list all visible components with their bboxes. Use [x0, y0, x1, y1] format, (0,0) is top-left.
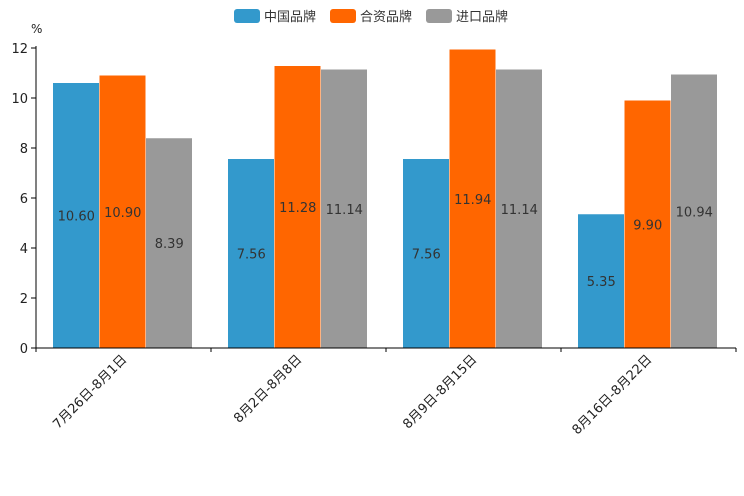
y-axis-unit-label: % [31, 22, 42, 36]
bars: 10.60 10.90 8.39 7.56 11.28 11.14 7.56 11.94 11.… [53, 49, 717, 348]
data-label-3-1: 9.90 [633, 218, 662, 233]
bar-0-2 [146, 138, 192, 348]
legend: 中国品牌 合资品牌 进口品牌 [234, 9, 508, 25]
bar-0-0 [53, 83, 99, 348]
x-tick-label-3: 8月16日-8月22日 [570, 352, 656, 438]
y-axis: 0 2 4 6 8 10 12 [11, 42, 37, 357]
bar-3-2 [671, 74, 717, 348]
x-tick-label-2: 8月9日-8月15日 [400, 352, 480, 432]
y-tick-label-6: 12 [11, 42, 28, 57]
data-label-0-2: 8.39 [155, 237, 184, 252]
x-tick-label-0: 7月26日-8月1日 [50, 352, 130, 432]
data-label-3-0: 5.35 [587, 275, 616, 290]
bar-0-1 [99, 75, 146, 348]
x-axis: 7月26日-8月1日 8月2日-8月8日 8月9日-8月15日 8月16日-8月22日 [35, 347, 737, 438]
y-tick-label-5: 10 [11, 92, 28, 107]
bar-1-1 [274, 66, 321, 348]
data-label-1-1: 11.28 [279, 201, 316, 216]
data-label-2-0: 7.56 [412, 248, 441, 263]
legend-label-2: 进口品牌 [456, 9, 508, 25]
data-label-0-1: 10.90 [104, 206, 141, 221]
data-label-1-2: 11.14 [326, 203, 363, 218]
y-tick-label-3: 6 [20, 192, 28, 207]
y-tick-label-2: 4 [20, 242, 28, 257]
legend-label-1: 合资品牌 [360, 9, 412, 25]
legend-label-0: 中国品牌 [264, 9, 316, 25]
data-label-0-0: 10.60 [58, 210, 95, 225]
y-tick-label-4: 8 [20, 142, 28, 157]
data-label-1-0: 7.56 [237, 248, 266, 263]
y-tick-label-1: 2 [20, 292, 28, 307]
y-tick-label-0: 0 [20, 342, 28, 357]
data-label-2-1: 11.94 [454, 193, 491, 208]
bar-3-1 [624, 100, 671, 348]
x-tick-label-1: 8月2日-8月8日 [231, 352, 305, 426]
bar-2-0 [403, 159, 449, 348]
data-label-2-2: 11.14 [501, 203, 538, 218]
data-label-3-2: 10.94 [676, 205, 713, 220]
bar-2-2 [496, 69, 542, 348]
legend-swatch-2 [426, 9, 452, 23]
legend-swatch-0 [234, 9, 260, 23]
bar-1-2 [321, 69, 367, 348]
legend-swatch-1 [330, 9, 356, 23]
bar-3-0 [578, 214, 624, 348]
bar-1-0 [228, 159, 274, 348]
bar-2-1 [449, 49, 496, 348]
